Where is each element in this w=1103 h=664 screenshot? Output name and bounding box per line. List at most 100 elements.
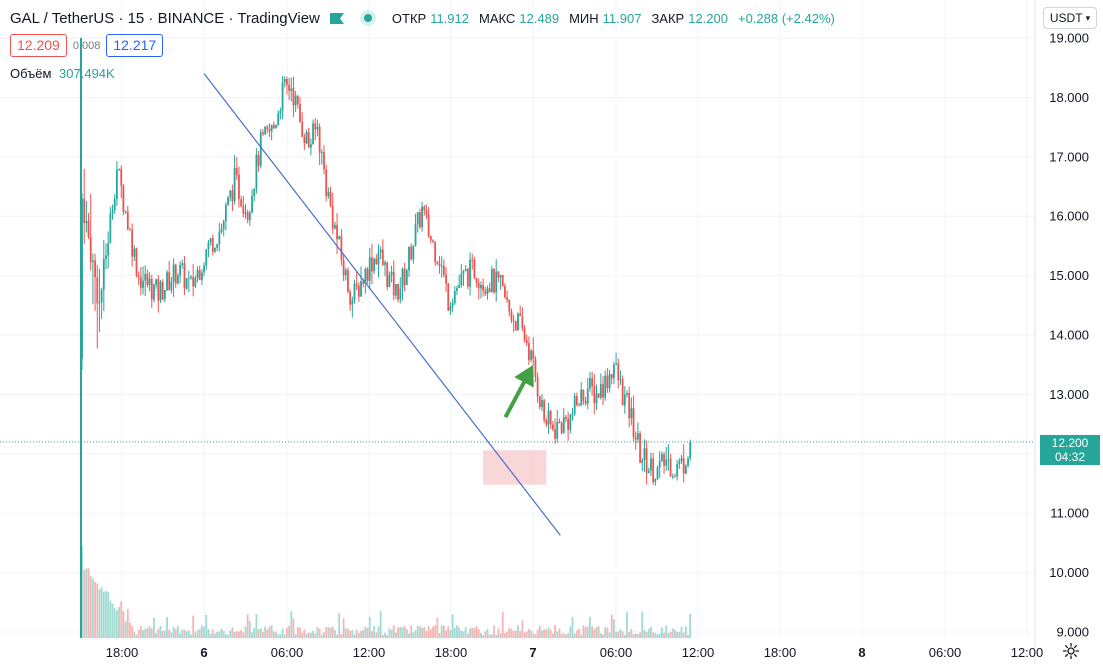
candle-body — [458, 285, 461, 288]
candle-body — [102, 258, 105, 290]
volume-bar — [495, 634, 498, 638]
volume-bar — [650, 626, 652, 638]
volume-bar — [170, 632, 173, 638]
candle-body — [177, 275, 179, 284]
candle-body — [124, 211, 127, 213]
volume-bar — [331, 626, 334, 638]
volume-bar — [432, 626, 434, 638]
candle-body — [150, 278, 153, 300]
volume-bar — [584, 627, 587, 638]
candle-body — [582, 389, 585, 401]
candle-body — [331, 205, 334, 229]
volume-bar — [194, 632, 197, 638]
volume-bar — [523, 632, 526, 638]
time-tick-label: 18:00 — [764, 645, 797, 660]
candle-body — [608, 374, 611, 389]
volume-bar — [567, 633, 570, 638]
volume-bar — [623, 634, 626, 638]
candle-body — [523, 327, 526, 340]
candle-body — [645, 448, 648, 473]
candle-body — [187, 277, 190, 279]
volume-bar — [153, 617, 155, 638]
candle-body — [449, 306, 452, 311]
candle-body — [233, 168, 236, 202]
candle-body — [602, 384, 604, 398]
candle-body — [96, 277, 99, 304]
volume-bar — [412, 632, 415, 638]
price-tick-label: 18.000 — [1049, 90, 1089, 105]
candle-body — [166, 272, 168, 291]
candle-body — [194, 278, 197, 287]
volume-bar — [122, 610, 125, 638]
candle-body — [310, 144, 312, 148]
volume-bar — [338, 613, 341, 638]
symbol-title[interactable]: GAL / TetherUS · 15 · BINANCE · TradingV… — [10, 9, 320, 27]
candle-body — [98, 302, 101, 304]
trend-line — [203, 73, 561, 536]
price-tick-label: 15.000 — [1049, 268, 1089, 283]
volume-bar — [530, 630, 532, 638]
volume-bar — [126, 608, 129, 638]
volume-bar — [264, 626, 267, 638]
ohlc-key: МИН — [569, 10, 599, 26]
candle-body — [484, 290, 487, 294]
candle-body — [541, 400, 543, 408]
candle-body — [379, 249, 382, 253]
volume-legend[interactable]: Объём 307.494K — [10, 66, 115, 81]
volume-bar — [183, 629, 186, 638]
time-tick-label: 8 — [858, 645, 865, 660]
candle-body — [368, 257, 371, 281]
candle-body — [654, 479, 657, 483]
time-tick-label: 7 — [529, 645, 536, 660]
volume-bar — [525, 631, 528, 638]
volume-bar — [355, 629, 358, 638]
volume-bar — [296, 626, 299, 638]
candle-body — [161, 281, 164, 300]
candle-body — [438, 263, 441, 267]
market-status-icon[interactable] — [359, 10, 376, 26]
volume-bar — [654, 632, 657, 638]
volume-bar — [682, 632, 685, 638]
candle-body — [556, 421, 559, 439]
volume-bar — [347, 628, 349, 638]
volume-bar — [314, 633, 317, 638]
ask-price-button[interactable]: 12.217 — [106, 34, 164, 57]
volume-bar — [115, 610, 118, 638]
candle-body — [388, 274, 391, 288]
candle-body — [362, 281, 365, 284]
gear-icon[interactable] — [1062, 642, 1080, 660]
candle-body — [447, 283, 450, 311]
volume-bar — [233, 631, 236, 638]
candle-body — [453, 290, 456, 304]
candle-body — [231, 190, 234, 202]
volume-bar — [220, 628, 223, 638]
volume-bar — [333, 630, 336, 638]
candle-body — [255, 154, 258, 189]
candle-body — [277, 113, 280, 126]
time-axis: 18:00 6 06:00 12:00 18:00 7 06:00 12:00 18:00 8 06… — [106, 645, 1044, 660]
volume-bar — [593, 629, 596, 638]
candle-body — [571, 413, 574, 415]
flag-icon[interactable] — [329, 12, 344, 24]
candle-body — [347, 269, 349, 292]
volume-bar — [294, 634, 297, 638]
volume-bar — [397, 627, 399, 638]
candle-body — [87, 220, 90, 237]
candle-body — [307, 131, 310, 148]
candle-body — [643, 448, 646, 460]
volume-bar — [447, 626, 450, 638]
candle-body — [281, 82, 284, 112]
candle-body — [528, 343, 530, 361]
volume-bar — [209, 633, 212, 638]
candle-body — [667, 459, 670, 461]
bid-price-button[interactable]: 12.209 — [10, 34, 67, 57]
time-tick-label: 06:00 — [600, 645, 633, 660]
currency-selector[interactable]: USDT ▾ — [1043, 7, 1097, 29]
candle-body — [669, 459, 672, 477]
candle-body — [115, 169, 118, 199]
volume-bar — [534, 634, 537, 638]
candle-body — [423, 206, 426, 211]
candle-body — [377, 252, 380, 265]
candle-body — [294, 95, 297, 106]
